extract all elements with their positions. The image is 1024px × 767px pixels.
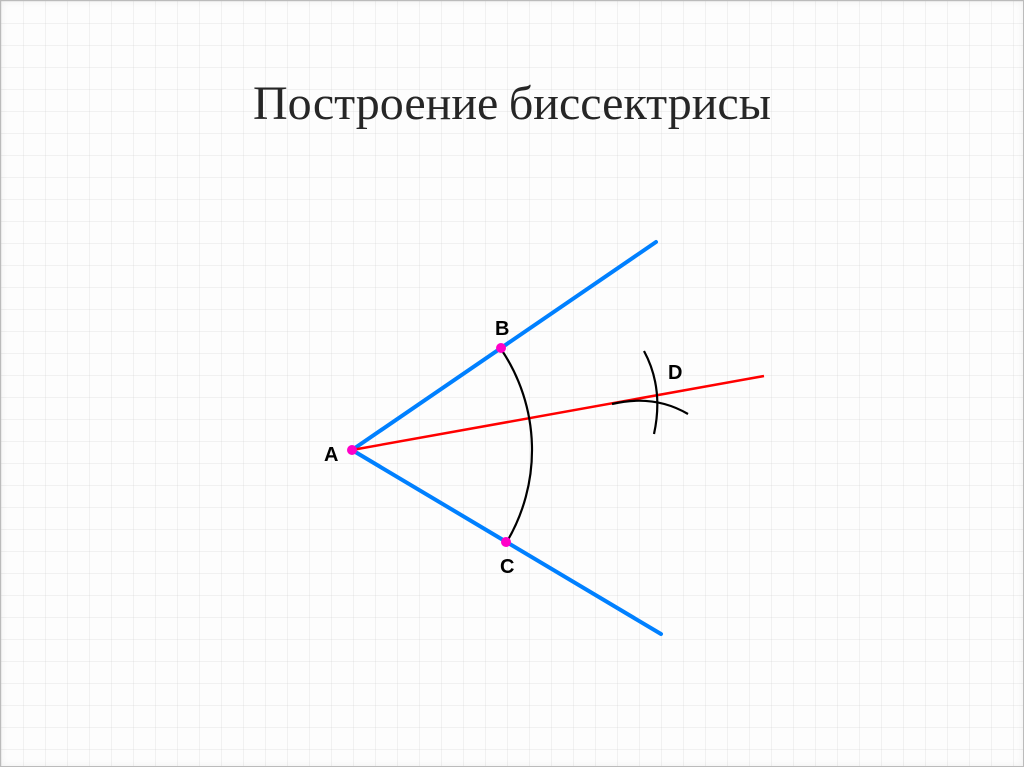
intersection-arc-2 — [612, 401, 688, 414]
point-B — [496, 343, 506, 353]
bisector-line — [352, 376, 764, 450]
point-C — [501, 537, 511, 547]
point-label-D: D — [668, 362, 682, 385]
diagram-layer — [347, 242, 764, 634]
slide: Построение биссектрисы A B C D — [0, 0, 1024, 767]
point-label-C: C — [500, 556, 514, 579]
vertex-arc — [501, 349, 532, 542]
point-label-B: B — [495, 318, 509, 341]
point-A — [347, 445, 357, 455]
bisector-diagram: A B C D — [266, 246, 786, 666]
intersection-arc-1 — [644, 351, 657, 434]
slide-title: Построение биссектрисы — [1, 76, 1023, 131]
point-label-A: A — [324, 444, 338, 467]
diagram-svg — [266, 246, 786, 666]
